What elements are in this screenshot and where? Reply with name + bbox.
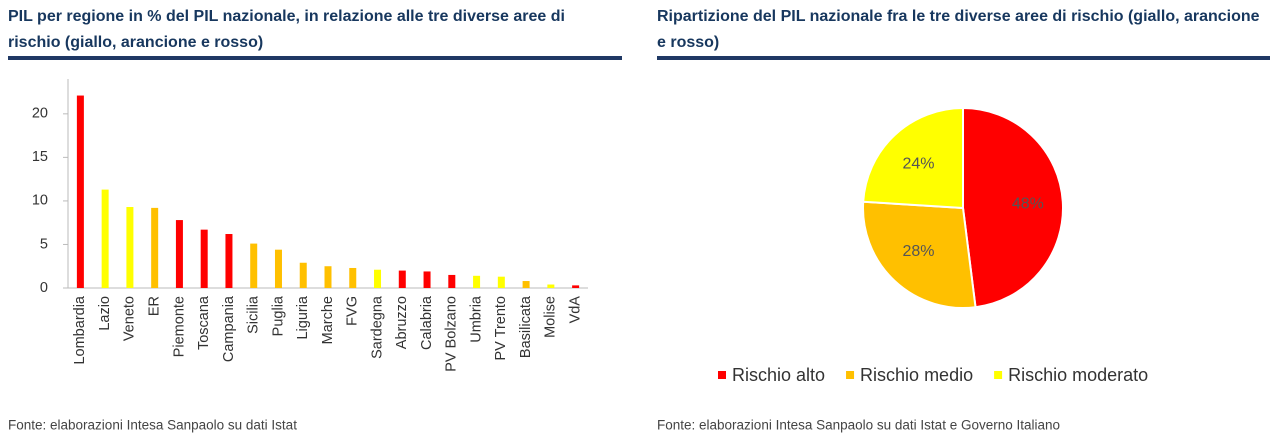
bar xyxy=(398,270,406,288)
x-tick-label: Molise xyxy=(543,296,559,338)
legend-label: Rischio moderato xyxy=(1008,365,1148,385)
bar xyxy=(547,284,555,288)
bar xyxy=(274,249,282,288)
bar xyxy=(324,266,332,288)
y-tick-label: 10 xyxy=(32,193,48,209)
pie-slice xyxy=(962,106,1064,309)
data-label: 48% xyxy=(1012,195,1044,212)
x-tick-label: Marche xyxy=(320,296,336,344)
x-tick-label: Campania xyxy=(221,295,237,362)
bar xyxy=(151,207,159,288)
x-tick-label: PV Trento xyxy=(493,296,509,360)
legend-swatch xyxy=(846,371,855,379)
x-tick-label: Lombardia xyxy=(72,295,88,364)
x-tick-label: Calabria xyxy=(419,295,435,350)
x-tick-label: Lazio xyxy=(97,296,113,331)
x-tick-label: Umbria xyxy=(468,295,484,343)
legend-swatch xyxy=(994,371,1003,379)
legend-swatch xyxy=(718,371,726,379)
pie-slice xyxy=(862,106,964,210)
y-tick-label: 20 xyxy=(32,106,48,122)
bar xyxy=(349,267,357,288)
bar xyxy=(200,229,208,288)
bar xyxy=(473,275,481,288)
x-tick-label: Toscana xyxy=(196,295,212,350)
x-tick-label: Piemonte xyxy=(171,296,187,357)
bar xyxy=(126,207,134,288)
x-tick-label: Basilicata xyxy=(518,295,534,358)
source: Fonte: elaborazioni Intesa Sanpaolo su d… xyxy=(8,418,297,433)
x-tick-label: Sicilia xyxy=(246,295,262,334)
bar xyxy=(572,285,580,288)
bar xyxy=(423,271,431,288)
bar xyxy=(497,276,505,288)
chart-title: Ripartizione del PIL nazionale fra le tr… xyxy=(657,8,1260,51)
x-tick-label: FVG xyxy=(345,296,361,326)
x-tick-label: Veneto xyxy=(122,296,138,341)
source: Fonte: elaborazioni Intesa Sanpaolo su d… xyxy=(657,418,1060,433)
x-tick-label: Sardegna xyxy=(369,295,385,359)
pie-slice xyxy=(862,200,977,309)
y-tick-label: 0 xyxy=(40,280,48,296)
y-tick-label: 5 xyxy=(40,236,48,252)
y-tick-label: 15 xyxy=(32,149,48,165)
x-tick-label: PV Bolzano xyxy=(444,296,460,372)
bar xyxy=(175,220,183,288)
x-tick-label: VdA xyxy=(567,296,583,324)
x-tick-label: ER xyxy=(146,296,162,316)
x-tick-label: Liguria xyxy=(295,295,311,339)
bar xyxy=(225,234,233,288)
bar xyxy=(101,189,109,288)
bar xyxy=(448,274,456,288)
data-label: 28% xyxy=(902,243,934,260)
bar xyxy=(76,95,84,288)
legend-label: Rischio medio xyxy=(860,365,973,385)
legend-label: Rischio alto xyxy=(732,365,825,385)
bar xyxy=(522,281,530,288)
bar xyxy=(299,262,307,288)
bar xyxy=(250,243,258,288)
bar xyxy=(374,269,382,288)
x-tick-label: Abruzzo xyxy=(394,296,410,349)
chart-title: PIL per regione in % del PIL nazionale, … xyxy=(8,8,565,51)
x-tick-label: Puglia xyxy=(270,295,286,336)
data-label: 24% xyxy=(902,155,934,172)
